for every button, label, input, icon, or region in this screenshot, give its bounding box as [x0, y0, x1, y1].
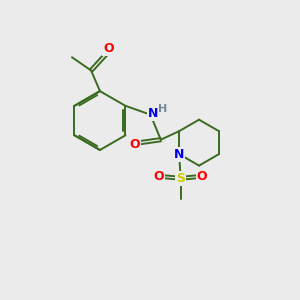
Text: O: O — [154, 170, 164, 183]
Text: O: O — [103, 42, 114, 55]
Text: N: N — [174, 148, 184, 160]
Text: S: S — [176, 172, 185, 185]
Text: O: O — [197, 170, 207, 183]
Text: H: H — [158, 104, 167, 114]
Text: O: O — [130, 138, 140, 151]
Text: N: N — [148, 107, 159, 120]
